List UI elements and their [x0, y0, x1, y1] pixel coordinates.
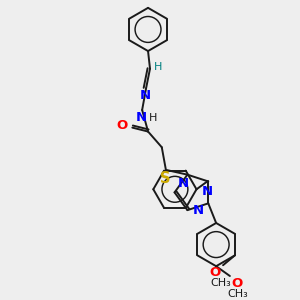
Text: CH₃: CH₃	[227, 289, 248, 299]
Text: O: O	[232, 277, 243, 290]
Text: O: O	[116, 119, 128, 132]
Text: H: H	[149, 113, 158, 123]
Text: N: N	[202, 185, 213, 198]
Text: N: N	[136, 111, 147, 124]
Text: N: N	[178, 177, 189, 190]
Text: N: N	[140, 89, 151, 102]
Text: H: H	[154, 62, 162, 72]
Text: S: S	[160, 171, 171, 186]
Text: O: O	[210, 266, 221, 279]
Text: N: N	[192, 204, 203, 217]
Text: CH₃: CH₃	[211, 278, 232, 288]
